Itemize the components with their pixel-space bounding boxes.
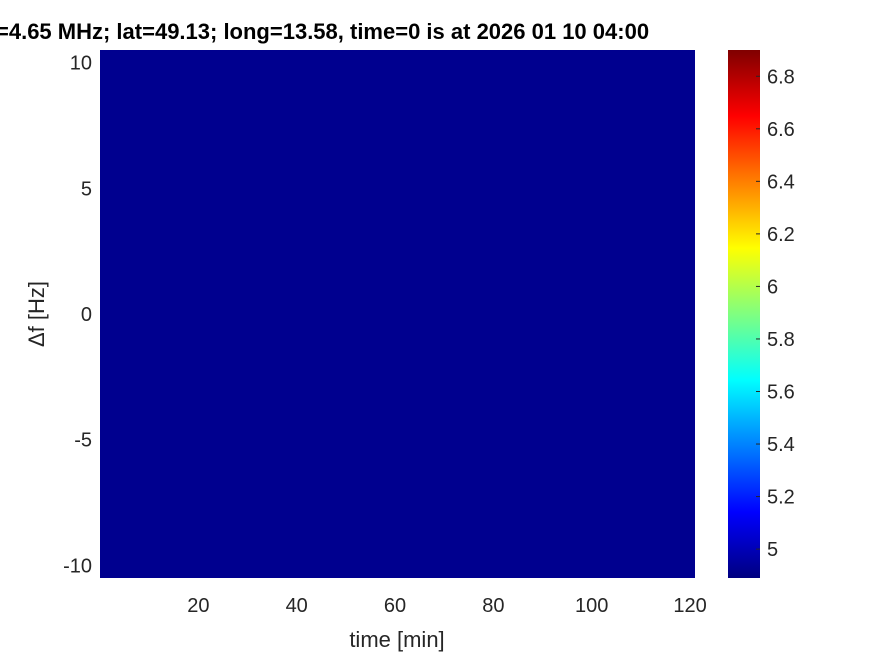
- y-axis: -10 -5 0 5 10: [63, 53, 92, 578]
- x-tick-label: 20: [187, 595, 209, 617]
- y-tick-label: 5: [81, 178, 92, 200]
- colorbar-tick-label: 6.8: [767, 66, 795, 88]
- colorbar-tick-label: 5.6: [767, 381, 795, 403]
- x-tick-label: 100: [575, 595, 608, 617]
- x-tick-label: 120: [673, 595, 706, 617]
- plot-area: [100, 50, 695, 578]
- heatmap-cell: [100, 50, 695, 578]
- colorbar-tick-label: 6.4: [767, 171, 795, 193]
- x-tick-label: 80: [482, 595, 504, 617]
- x-tick-label: 60: [384, 595, 406, 617]
- y-axis-label: Δf [Hz]: [24, 281, 49, 347]
- colorbar-tick-label: 5: [767, 539, 778, 561]
- chart-title: =4.65 MHz; lat=49.13; long=13.58, time=0…: [0, 19, 649, 44]
- colorbar-tick-label: 5.2: [767, 487, 795, 509]
- x-axis-label: time [min]: [349, 627, 444, 652]
- colorbar-tick-label: 6.2: [767, 224, 795, 246]
- x-axis: 20 40 60 80 100 120: [187, 595, 707, 617]
- colorbar-tick-label: 5.4: [767, 434, 795, 456]
- colorbar-tick-label: 6: [767, 276, 778, 298]
- y-tick-label: -10: [63, 555, 92, 577]
- y-tick-label: 10: [70, 53, 92, 75]
- y-tick-label: 0: [81, 304, 92, 326]
- y-tick-label: -5: [74, 430, 92, 452]
- colorbar-tick-label: 5.8: [767, 329, 795, 351]
- x-tick-label: 40: [286, 595, 308, 617]
- colorbar-tick-label: 6.6: [767, 119, 795, 141]
- colorbar-gradient: [728, 50, 760, 578]
- colorbar: 5 5.2 5.4 5.6 5.8 6 6.2 6.4 6.6 6.8: [728, 50, 795, 578]
